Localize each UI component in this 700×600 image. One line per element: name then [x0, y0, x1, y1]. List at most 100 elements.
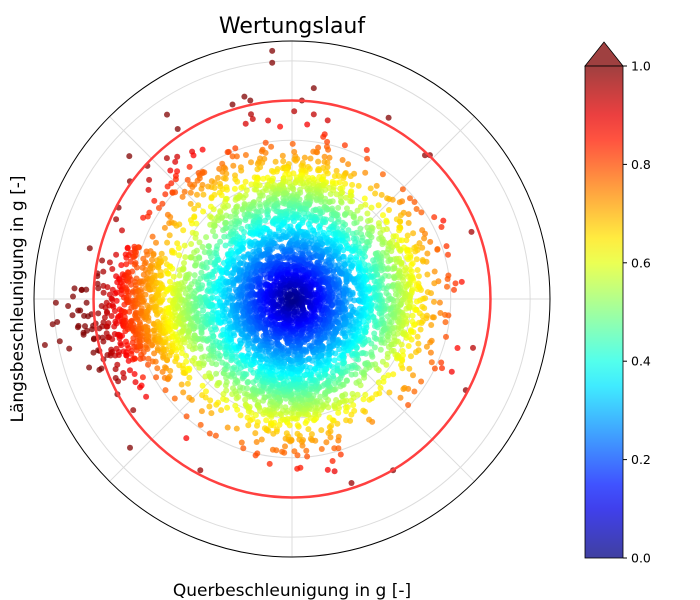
- scatter-point: [208, 410, 215, 417]
- scatter-point: [179, 193, 186, 200]
- scatter-point: [95, 285, 102, 292]
- scatter-point: [396, 237, 403, 244]
- scatter-point: [224, 424, 231, 431]
- scatter-point: [468, 228, 475, 235]
- scatter-point: [376, 223, 383, 230]
- scatter-point: [54, 319, 61, 325]
- scatter-point: [119, 227, 125, 234]
- scatter-point: [104, 310, 111, 316]
- scatter-point: [424, 271, 431, 278]
- scatter-point: [347, 192, 354, 199]
- scatter-point: [429, 314, 436, 321]
- scatter-point: [268, 143, 275, 150]
- scatter-point: [315, 167, 321, 174]
- scatter-point: [214, 174, 221, 181]
- scatter-point: [75, 322, 82, 329]
- scatter-point: [129, 268, 136, 275]
- scatter-point: [305, 426, 312, 433]
- scatter-point: [290, 218, 297, 225]
- scatter-point: [111, 308, 118, 314]
- scatter-point: [159, 296, 166, 303]
- scatter-point: [98, 365, 105, 372]
- scatter-point: [242, 152, 249, 158]
- scatter-point: [206, 370, 213, 377]
- scatter-point: [181, 242, 188, 249]
- scatter-point: [324, 117, 331, 124]
- scatter-point: [372, 190, 379, 197]
- scatter-point: [413, 349, 419, 356]
- scatter-point: [90, 349, 97, 356]
- scatter-point: [215, 256, 222, 263]
- scatter-point: [154, 365, 161, 372]
- scatter-point: [134, 264, 140, 271]
- scatter-point: [172, 189, 179, 196]
- scatter-point: [200, 208, 207, 215]
- scatter-point: [444, 283, 450, 290]
- scatter-point: [174, 240, 181, 247]
- scatter-point: [324, 466, 331, 473]
- scatter-point: [327, 191, 334, 197]
- scatter-point: [215, 399, 222, 406]
- scatter-point: [114, 361, 121, 368]
- scatter-point: [132, 260, 139, 266]
- scatter-point: [353, 379, 360, 386]
- scatter-point: [174, 126, 181, 132]
- scatter-point: [385, 297, 391, 304]
- scatter-point: [238, 439, 245, 446]
- scatter-point: [176, 221, 183, 228]
- scatter-point: [164, 111, 170, 118]
- scatter-point: [377, 346, 384, 353]
- scatter-point: [113, 320, 120, 327]
- scatter-point: [232, 402, 239, 409]
- scatter-point: [232, 196, 239, 203]
- scatter-point: [254, 166, 261, 173]
- scatter-point: [237, 412, 244, 419]
- scatter-point: [225, 263, 232, 270]
- scatter-point: [384, 350, 391, 357]
- scatter-point: [100, 268, 107, 275]
- scatter-point: [71, 285, 78, 292]
- scatter-point: [189, 184, 196, 190]
- scatter-point: [56, 338, 63, 345]
- scatter-point: [241, 229, 248, 235]
- scatter-point: [193, 220, 200, 227]
- scatter-point: [289, 140, 296, 147]
- scatter-point: [242, 217, 249, 224]
- scatter-point: [127, 367, 133, 374]
- scatter-point: [431, 268, 438, 275]
- scatter-point: [383, 219, 390, 226]
- scatter-point: [167, 278, 173, 285]
- scatter-point: [197, 467, 204, 474]
- scatter-point: [194, 191, 200, 198]
- scatter-point: [321, 153, 328, 160]
- scatter-point: [172, 176, 179, 183]
- scatter-point: [230, 162, 237, 169]
- scatter-point: [170, 273, 177, 280]
- scatter-point: [439, 365, 445, 372]
- scatter-point: [328, 422, 335, 429]
- scatter-point: [345, 363, 352, 370]
- scatter-point: [190, 152, 197, 159]
- scatter-point: [265, 117, 272, 124]
- scatter-point: [109, 336, 116, 343]
- scatter-point: [354, 391, 361, 398]
- scatter-point: [338, 199, 345, 206]
- scatter-point: [186, 374, 193, 381]
- scatter-point: [308, 431, 315, 438]
- scatter-point: [269, 59, 276, 66]
- scatter-point: [362, 201, 369, 208]
- scatter-point: [415, 340, 422, 347]
- scatter-point: [145, 361, 151, 368]
- scatter-point: [401, 267, 408, 274]
- scatter-point: [191, 214, 198, 221]
- scatter-point: [349, 390, 356, 397]
- scatter-point: [210, 206, 217, 213]
- scatter-point: [229, 101, 236, 108]
- scatter-point: [122, 317, 129, 324]
- scatter-point: [379, 241, 386, 248]
- scatter-point: [390, 273, 397, 280]
- scatter-point: [125, 292, 132, 299]
- scatter-point: [331, 445, 338, 452]
- scatter-point: [191, 205, 198, 212]
- scatter-point: [132, 379, 139, 386]
